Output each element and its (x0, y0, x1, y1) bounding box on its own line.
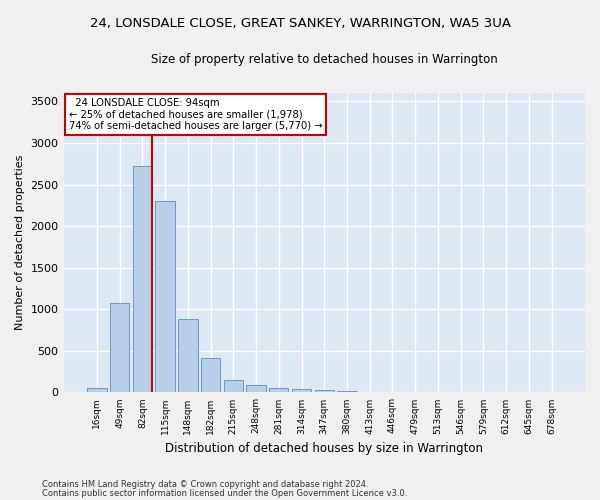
Bar (314, 390, 334, 392)
Bar (110, 302, 130, 392)
Bar (201, 358, 220, 392)
Text: 24 LONSDALE CLOSE: 94sqm  
← 25% of detached houses are smaller (1,978)
74% of s: 24 LONSDALE CLOSE: 94sqm ← 25% of detach… (69, 98, 322, 130)
X-axis label: Distribution of detached houses by size in Warrington: Distribution of detached houses by size … (165, 442, 483, 455)
Text: Contains public sector information licensed under the Open Government Licence v3: Contains public sector information licen… (42, 489, 407, 498)
Bar (155, 201, 175, 392)
Bar (337, 391, 356, 392)
Title: Size of property relative to detached houses in Warrington: Size of property relative to detached ho… (151, 52, 497, 66)
Bar (247, 385, 266, 392)
Bar (269, 388, 289, 392)
Bar (87, 388, 107, 392)
Bar (133, 166, 152, 392)
Text: Contains HM Land Registry data © Crown copyright and database right 2024.: Contains HM Land Registry data © Crown c… (42, 480, 368, 489)
Bar (178, 320, 197, 392)
Y-axis label: Number of detached properties: Number of detached properties (15, 155, 25, 330)
Bar (224, 380, 243, 392)
Bar (292, 388, 311, 392)
Text: 24, LONSDALE CLOSE, GREAT SANKEY, WARRINGTON, WA5 3UA: 24, LONSDALE CLOSE, GREAT SANKEY, WARRIN… (89, 18, 511, 30)
